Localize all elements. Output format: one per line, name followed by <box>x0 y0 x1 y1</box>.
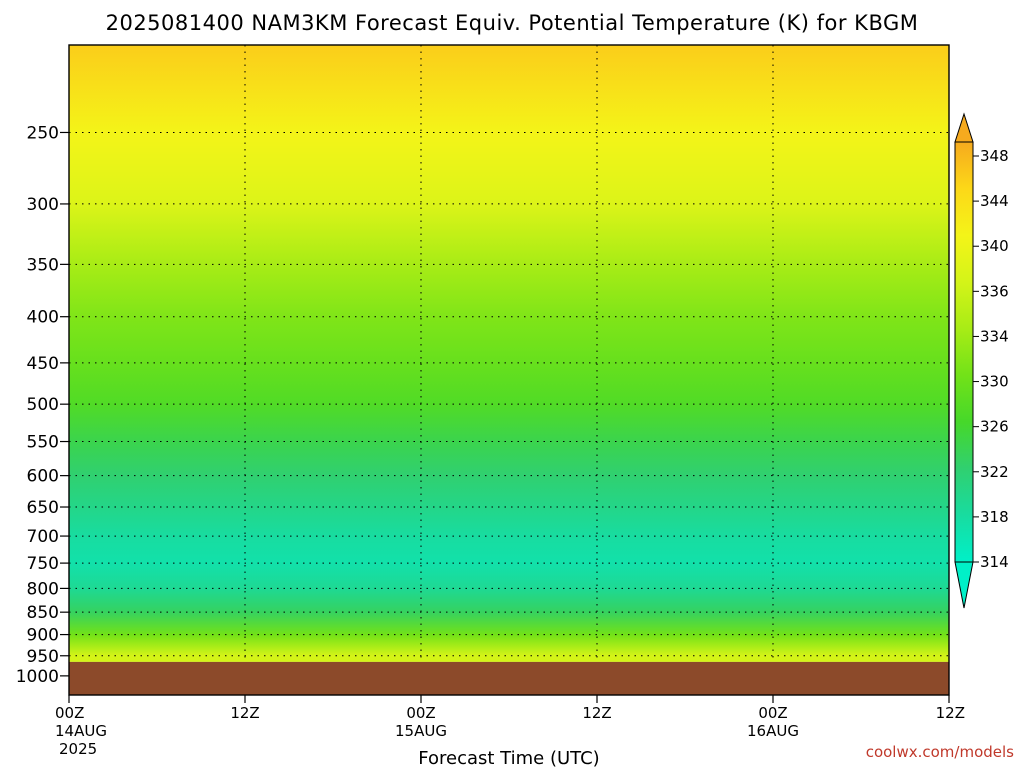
chart-title: 2025081400 NAM3KM Forecast Equiv. Potent… <box>106 11 919 35</box>
y-tick-label: 400 <box>27 308 59 328</box>
grid-lines <box>69 45 949 662</box>
y-tick-label: 350 <box>27 255 59 275</box>
y-tick-label: 850 <box>27 603 59 623</box>
y-tick-label: 1000 <box>16 667 59 687</box>
y-tick-label: 500 <box>27 395 59 415</box>
y-tick-label: 800 <box>27 579 59 599</box>
x-axis-label: Forecast Time (UTC) <box>418 748 599 768</box>
colorbar-ticks: 348 344 340 336 334 330 326 322 318 314 <box>973 147 1009 571</box>
x-tick-label: 00Z <box>758 704 787 722</box>
colorbar-tick-label: 314 <box>980 553 1009 571</box>
ground-below-surface <box>69 661 949 695</box>
y-tick-label: 900 <box>27 626 59 646</box>
colorbar-bottom-arrow <box>954 561 974 609</box>
y-tick-label: 750 <box>27 554 59 574</box>
colorbar-body <box>954 141 974 563</box>
colorbar-tick-label: 344 <box>980 192 1009 210</box>
y-tick-label: 650 <box>27 498 59 518</box>
x-tick-label: 12Z <box>230 704 259 722</box>
x-tick-date: 15AUG <box>395 722 447 740</box>
y-tick-label: 550 <box>27 433 59 453</box>
colorbar-tick-label: 322 <box>980 463 1009 481</box>
colorbar-tick-label: 330 <box>980 373 1009 391</box>
y-tick-label: 450 <box>27 354 59 374</box>
colorbar-tick-label: 326 <box>980 418 1009 436</box>
colorbar-tick-label: 336 <box>980 282 1009 300</box>
y-tick-label: 950 <box>27 647 59 667</box>
y-tick-label: 300 <box>27 195 59 215</box>
y-tick-label: 600 <box>27 467 59 487</box>
x-tick-year: 2025 <box>59 740 97 758</box>
x-tick-date: 14AUG <box>55 722 107 740</box>
x-tick-label: 12Z <box>936 704 965 722</box>
colorbar-tick-label: 318 <box>980 508 1009 526</box>
x-tick-label: 00Z <box>55 704 84 722</box>
y-tick-label: 700 <box>27 527 59 547</box>
colorbar-tick-label: 340 <box>980 237 1009 255</box>
colorbar: 348 344 340 336 334 330 326 322 318 314 <box>954 112 1009 609</box>
y-axis-ticks: 250 300 350 400 450 500 550 600 650 700 750 800 850 9… <box>16 123 69 687</box>
plot-field <box>69 45 949 662</box>
x-tick-date: 16AUG <box>747 722 799 740</box>
x-tick-label: 00Z <box>406 704 435 722</box>
x-tick-label: 12Z <box>582 704 611 722</box>
colorbar-tick-label: 348 <box>980 147 1009 165</box>
y-tick-label: 250 <box>27 123 59 143</box>
watermark: coolwx.com/models <box>866 743 1014 761</box>
colorbar-top-arrow <box>954 112 974 143</box>
plot-frame <box>68 44 950 696</box>
colorbar-tick-label: 334 <box>980 327 1009 345</box>
